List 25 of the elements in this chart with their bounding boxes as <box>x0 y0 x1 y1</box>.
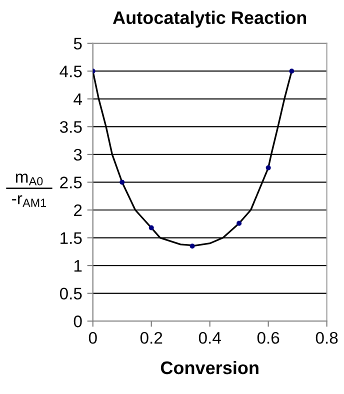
x-tick-label: 0.4 <box>198 332 221 344</box>
x-axis-title: Conversion <box>160 360 258 374</box>
y-tick-label: 0.5 <box>60 288 82 300</box>
y-tick-label: 3.5 <box>60 121 82 133</box>
y-tick-label: 5 <box>74 38 82 50</box>
y-axis-title: m$_{A0}$ -r$_{AM1}$ <box>12 174 46 207</box>
x-tick-label: 0.2 <box>140 332 162 344</box>
x-tick-label: 0.8 <box>316 332 338 344</box>
point <box>148 225 154 230</box>
y-tick-label: 3 <box>74 148 82 161</box>
point <box>190 244 195 249</box>
point <box>289 68 294 74</box>
x-tick-label: 0.6 <box>257 332 280 344</box>
y-tick-label: 2 <box>74 204 82 216</box>
point <box>266 165 271 170</box>
x-tick-label: 0 <box>88 332 97 344</box>
y-tick-label: 1.5 <box>60 232 82 244</box>
y-tick-label: 4 <box>74 93 82 105</box>
y-tick-label: 4.5 <box>60 66 82 78</box>
point <box>236 220 242 226</box>
point <box>120 180 125 185</box>
chart-title: Autocatalytic Reaction <box>112 10 306 28</box>
y-tick-label: 2.5 <box>60 176 82 188</box>
y-tick-label: 0 <box>74 316 82 328</box>
y-tick-label: 1 <box>74 260 82 272</box>
